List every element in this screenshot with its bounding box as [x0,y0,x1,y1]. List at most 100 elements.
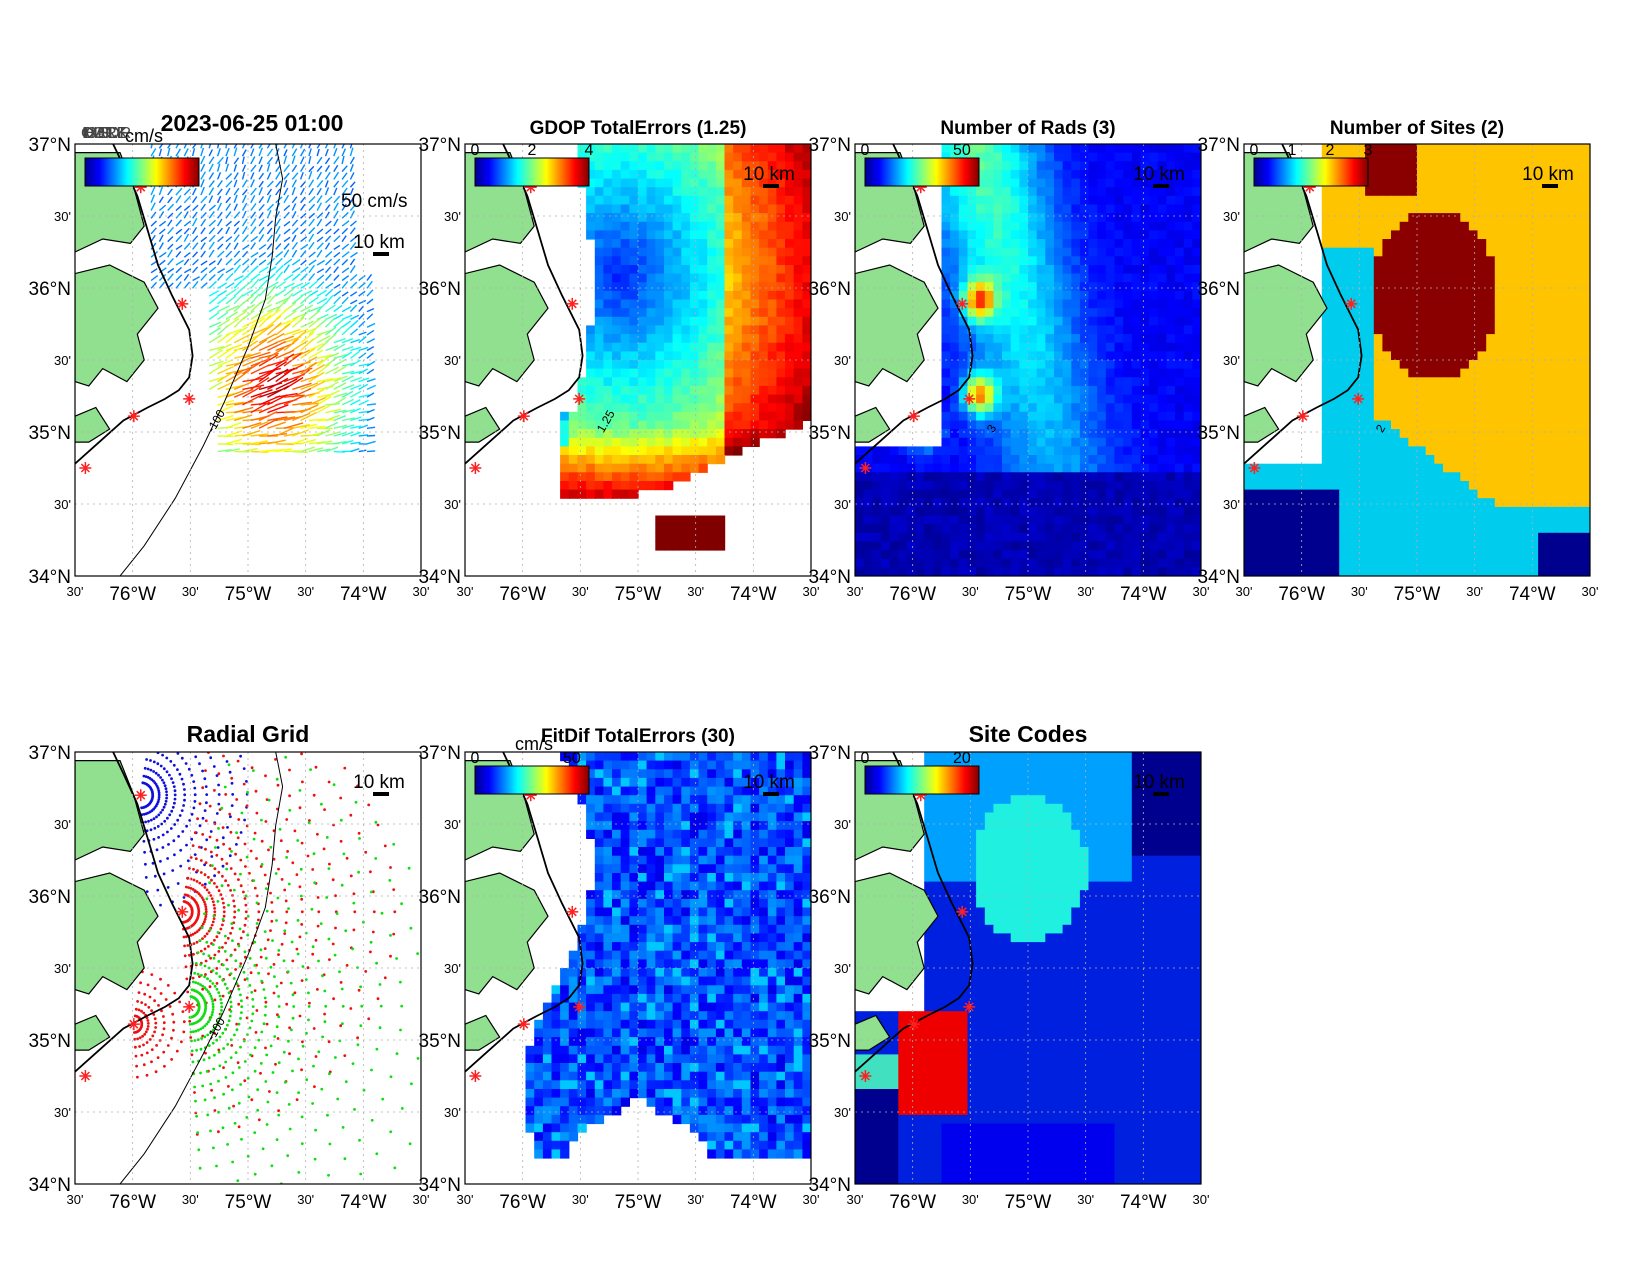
heatmap-cell [1149,455,1159,465]
heatmap-cell [1010,532,1020,542]
heatmap-cell [1054,394,1064,404]
heatmap-cell [889,481,899,491]
heatmap-cell [941,385,951,396]
heatmap-cell [646,178,656,188]
heatmap-cell [1183,334,1193,344]
heatmap-cell [1019,411,1029,421]
heatmap-cell [655,161,665,171]
current-vector [358,290,366,297]
heatmap-cell [733,411,743,421]
heatmap-cell [1486,239,1496,249]
heatmap-cell [1564,299,1574,309]
heatmap-cell [1045,446,1055,456]
heatmap-cell [889,498,899,508]
heatmap-cell [1010,299,1020,309]
current-vector [200,227,206,235]
heatmap-cell [1166,558,1176,568]
heatmap-cell [1356,247,1366,257]
heatmap-cell [1131,256,1142,266]
heatmap-cell [1391,144,1401,154]
heatmap-cell [1520,342,1531,352]
heatmap-cell [1019,498,1029,508]
heatmap-cell [1071,282,1081,292]
heatmap-cell [1572,213,1582,223]
heatmap-cell [1002,567,1012,576]
current-vector [266,188,273,196]
current-vector [267,332,285,344]
heatmap-cell [1131,152,1142,162]
heatmap-cell [672,385,682,396]
heatmap-cell [1079,299,1090,309]
current-vector [158,220,167,227]
heatmap-cell [1045,385,1055,396]
heatmap-cell [1555,169,1565,180]
heatmap-cell [1131,532,1142,542]
heatmap-cell [1045,515,1055,525]
heatmap-cell [646,385,656,396]
heatmap-cell [1010,290,1020,301]
current-vector [341,408,355,414]
heatmap-cell [594,152,605,162]
heatmap-cell [1460,230,1470,240]
heatmap-cell [698,342,708,352]
heatmap-cell [1183,411,1193,421]
heatmap-cell [1365,187,1375,197]
heatmap-cell [1425,437,1435,447]
current-vector [250,364,270,375]
heatmap-cell [594,273,605,283]
heatmap-cell [1330,360,1340,370]
heatmap-cell [1520,169,1531,180]
heatmap-cell [741,420,752,430]
heatmap-cell [1183,342,1193,352]
heatmap-cell [664,394,674,404]
heatmap-cell [993,247,1003,257]
heatmap-cell [1019,472,1029,482]
heatmap-cell [586,472,596,482]
heatmap-cell [1002,463,1012,473]
heatmap-cell [1071,144,1081,154]
heatmap-cell [1321,230,1332,240]
heatmap-cell [1512,420,1522,430]
heatmap-cell [1581,230,1590,240]
current-vector [241,164,247,172]
current-vector [333,325,344,336]
heatmap-cell [1149,360,1159,370]
current-vector [341,196,348,204]
heatmap-cell [1330,299,1340,309]
heatmap-cell [1443,411,1453,421]
heatmap-cell [698,308,708,318]
heatmap-cell [1028,316,1038,326]
heatmap-cell [612,420,622,430]
heatmap-cell [1443,385,1453,396]
heatmap-cell [1157,411,1168,421]
heatmap-cell [967,273,977,283]
heatmap-cell [1581,144,1590,154]
heatmap-cell [603,213,613,223]
heatmap-cell [785,308,795,318]
heatmap-cell [724,342,734,352]
heatmap-cell [655,351,665,361]
heatmap-cell [1105,403,1116,413]
heatmap-cell [1028,489,1038,499]
heatmap-cell [568,489,579,499]
current-vector [208,227,216,235]
heatmap-cell [664,351,674,361]
current-vector [233,275,244,282]
heatmap-cell [629,230,639,240]
heatmap-cell [984,558,995,568]
heatmap-cell [1192,256,1201,266]
heatmap-cell [750,239,760,249]
heatmap-cell [1097,524,1107,534]
heatmap-cell [1356,437,1366,447]
heatmap-cell [715,420,726,430]
heatmap-cell [715,360,726,370]
heatmap-cell [759,299,769,309]
heatmap-cell [1572,411,1582,421]
heatmap-cell [1356,282,1366,292]
current-vector [358,336,367,344]
heatmap-cell [1192,178,1201,188]
current-vector [341,326,351,336]
current-vector [316,148,320,157]
heatmap-cell [612,195,622,205]
heatmap-cell [1347,247,1358,257]
